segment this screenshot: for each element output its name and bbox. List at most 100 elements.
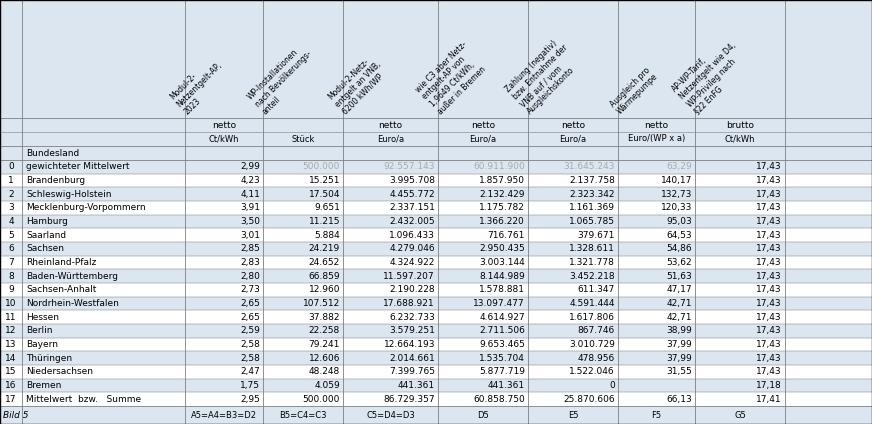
Text: 86.729.357: 86.729.357	[384, 395, 435, 404]
Text: 24.652: 24.652	[309, 258, 340, 267]
Text: 17,43: 17,43	[756, 367, 782, 377]
Text: 16: 16	[5, 381, 17, 390]
Text: B5=C4=C3: B5=C4=C3	[279, 410, 327, 419]
Text: 4.455.772: 4.455.772	[390, 190, 435, 199]
Text: 0: 0	[8, 162, 14, 171]
Text: 31.645.243: 31.645.243	[563, 162, 615, 171]
Text: 17,43: 17,43	[756, 162, 782, 171]
Text: 5.884: 5.884	[314, 231, 340, 240]
Text: 132,73: 132,73	[661, 190, 692, 199]
Text: Thüringen: Thüringen	[26, 354, 72, 363]
Text: 1: 1	[8, 176, 14, 185]
Text: 17,43: 17,43	[756, 231, 782, 240]
Text: Bild 5: Bild 5	[3, 410, 29, 419]
Text: 15: 15	[5, 367, 17, 377]
Text: 140,17: 140,17	[661, 176, 692, 185]
Text: Stück: Stück	[291, 134, 315, 143]
Text: 1.175.782: 1.175.782	[479, 204, 525, 212]
Text: 441.361: 441.361	[487, 381, 525, 390]
Text: 3: 3	[8, 204, 14, 212]
Text: 17,43: 17,43	[756, 312, 782, 322]
Text: 51,63: 51,63	[666, 272, 692, 281]
Text: brutto: brutto	[726, 120, 754, 129]
Text: 17,43: 17,43	[756, 190, 782, 199]
Text: 8.144.989: 8.144.989	[480, 272, 525, 281]
Text: netto: netto	[212, 120, 236, 129]
Text: 379.671: 379.671	[577, 231, 615, 240]
Bar	[0, 256, 872, 269]
Text: Ct/kWh: Ct/kWh	[208, 134, 239, 143]
Text: 12: 12	[5, 326, 17, 335]
Text: 1.328.611: 1.328.611	[569, 244, 615, 253]
Text: 11.597.207: 11.597.207	[384, 272, 435, 281]
Text: 1.617.806: 1.617.806	[569, 312, 615, 322]
Text: 1.161.369: 1.161.369	[569, 204, 615, 212]
Text: 9: 9	[8, 285, 14, 294]
Text: Berlin: Berlin	[26, 326, 52, 335]
Text: 2,95: 2,95	[240, 395, 260, 404]
Text: 2.132.429: 2.132.429	[480, 190, 525, 199]
Text: Saarland: Saarland	[26, 231, 66, 240]
Bar	[0, 365, 872, 379]
Text: 3.010.729: 3.010.729	[569, 340, 615, 349]
Text: Euro/a: Euro/a	[469, 134, 496, 143]
Text: E5: E5	[568, 410, 578, 419]
Text: 95,03: 95,03	[666, 217, 692, 226]
Text: Sachsen-Anhalt: Sachsen-Anhalt	[26, 285, 97, 294]
Text: 48.248: 48.248	[309, 367, 340, 377]
Text: 441.361: 441.361	[398, 381, 435, 390]
Text: 17,43: 17,43	[756, 272, 782, 281]
Text: gewichteter Mittelwert: gewichteter Mittelwert	[26, 162, 130, 171]
Text: 53,62: 53,62	[666, 258, 692, 267]
Text: 64,53: 64,53	[666, 231, 692, 240]
Text: 11: 11	[5, 312, 17, 322]
Text: 5.877.719: 5.877.719	[479, 367, 525, 377]
Text: 42,71: 42,71	[666, 299, 692, 308]
Text: 17.504: 17.504	[309, 190, 340, 199]
Bar	[0, 351, 872, 365]
Text: 4.059: 4.059	[314, 381, 340, 390]
Text: 13: 13	[5, 340, 17, 349]
Text: Mittelwert  bzw.   Summe: Mittelwert bzw. Summe	[26, 395, 141, 404]
Text: 0: 0	[610, 381, 615, 390]
Text: 92.557.143: 92.557.143	[384, 162, 435, 171]
Text: 17,43: 17,43	[756, 354, 782, 363]
Text: 3.003.144: 3.003.144	[480, 258, 525, 267]
Bar	[0, 283, 872, 297]
Text: 17,43: 17,43	[756, 258, 782, 267]
Text: 2,73: 2,73	[240, 285, 260, 294]
Text: 17,18: 17,18	[756, 381, 782, 390]
Text: 60.911.900: 60.911.900	[473, 162, 525, 171]
Text: 63,29: 63,29	[666, 162, 692, 171]
Text: 2.137.758: 2.137.758	[569, 176, 615, 185]
Text: Zahlung (negativ)
bzw. Entnahme der
VNB auf / vom
Ausgleichskonto: Zahlung (negativ) bzw. Entnahme der VNB …	[503, 36, 584, 116]
Text: 3.579.251: 3.579.251	[389, 326, 435, 335]
Text: 17,41: 17,41	[756, 395, 782, 404]
Text: 54,86: 54,86	[666, 244, 692, 253]
Bar	[0, 160, 872, 174]
Text: 12.664.193: 12.664.193	[384, 340, 435, 349]
Text: 611.347: 611.347	[578, 285, 615, 294]
Text: 38,99: 38,99	[666, 326, 692, 335]
Text: 1.522.046: 1.522.046	[569, 367, 615, 377]
Text: 31,55: 31,55	[666, 367, 692, 377]
Text: 1.065.785: 1.065.785	[569, 217, 615, 226]
Text: 37,99: 37,99	[666, 354, 692, 363]
Bar	[0, 297, 872, 310]
Text: 12.960: 12.960	[309, 285, 340, 294]
Text: 3.452.218: 3.452.218	[569, 272, 615, 281]
Text: 9.651: 9.651	[314, 204, 340, 212]
Text: 17: 17	[5, 395, 17, 404]
Text: 2,99: 2,99	[240, 162, 260, 171]
Text: WP-Installationen
nach Bevölkerungs-
anteil: WP-Installationen nach Bevölkerungs- ant…	[246, 42, 321, 116]
Text: Rheinland-Pfalz: Rheinland-Pfalz	[26, 258, 97, 267]
Text: 2.711.506: 2.711.506	[479, 326, 525, 335]
Text: 7.399.765: 7.399.765	[389, 367, 435, 377]
Text: 3,91: 3,91	[240, 204, 260, 212]
Text: 2.337.151: 2.337.151	[389, 204, 435, 212]
Text: 10: 10	[5, 299, 17, 308]
Text: Baden-Württemberg: Baden-Württemberg	[26, 272, 118, 281]
Text: Hamburg: Hamburg	[26, 217, 68, 226]
Text: 17,43: 17,43	[756, 340, 782, 349]
Text: 17,43: 17,43	[756, 217, 782, 226]
